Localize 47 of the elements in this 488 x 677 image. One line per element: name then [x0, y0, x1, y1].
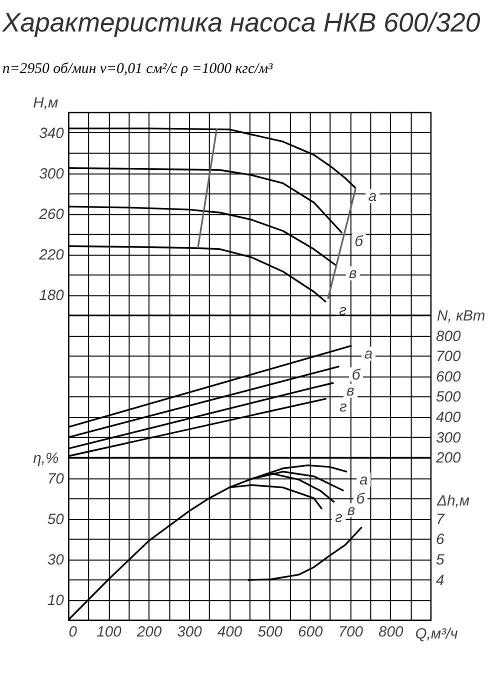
- series-label: в: [348, 266, 357, 282]
- x-tick-label: 800: [378, 624, 404, 640]
- x-axis-title: Q,м³/ч: [415, 626, 458, 642]
- chart-subtitle: n=2950 об/мин ν=0,01 см²/с ρ =1000 кгс/м³: [2, 60, 274, 77]
- chart-title: Характеристика насоса НКВ 600/320: [1, 7, 480, 38]
- y2-tick-label: 700: [436, 349, 462, 366]
- series-label: б: [352, 367, 361, 384]
- y-tick-label: 340: [39, 126, 65, 142]
- y-axis-title: η,%: [33, 451, 59, 468]
- y-tick-label: 70: [47, 471, 65, 488]
- y-tick-label: 10: [47, 593, 65, 610]
- series-label: в: [346, 384, 355, 400]
- y2-tick-label: 4: [436, 572, 444, 589]
- y2-tick-label: 7: [436, 512, 446, 528]
- y-tick-label: 260: [38, 207, 65, 224]
- x-tick-label: 200: [136, 624, 162, 640]
- y-axis-title: H,м: [33, 96, 58, 112]
- x-tick-label: 600: [298, 624, 324, 640]
- series-label: а: [368, 189, 377, 206]
- x-tick-label: 300: [177, 624, 203, 640]
- x-tick-label: 700: [338, 624, 364, 640]
- x-tick-label: 500: [258, 624, 284, 640]
- series-label: г: [335, 510, 342, 526]
- series-label: а: [364, 346, 373, 363]
- y2-tick-label: 500: [436, 390, 462, 406]
- y2-tick-label: 6: [436, 532, 446, 548]
- series-label: а: [360, 472, 368, 489]
- y2-tick-label: 200: [435, 450, 462, 467]
- x-tick-label: 0: [68, 624, 78, 640]
- series-label: б: [356, 492, 366, 508]
- x-tick-label: 100: [96, 624, 122, 640]
- y-tick-label: 180: [39, 288, 65, 304]
- y-tick-label: 50: [47, 512, 65, 528]
- y2-tick-label: 300: [436, 430, 462, 446]
- y2-tick-label: 400: [436, 410, 462, 426]
- y2-axis-title: Δh,м: [436, 494, 470, 510]
- y2-tick-label: 600: [436, 369, 462, 386]
- y2-axis-title: N, кВт: [437, 308, 486, 325]
- series-label: г: [339, 400, 347, 416]
- y2-tick-label: 5: [436, 552, 446, 569]
- y-tick-label: 300: [39, 166, 65, 182]
- x-tick-label: 400: [217, 624, 243, 640]
- y-tick-label: 220: [38, 248, 65, 264]
- series-label: в: [347, 503, 356, 520]
- series-label: б: [354, 234, 364, 250]
- y-tick-label: 30: [47, 552, 65, 569]
- y2-tick-label: 800: [436, 328, 462, 345]
